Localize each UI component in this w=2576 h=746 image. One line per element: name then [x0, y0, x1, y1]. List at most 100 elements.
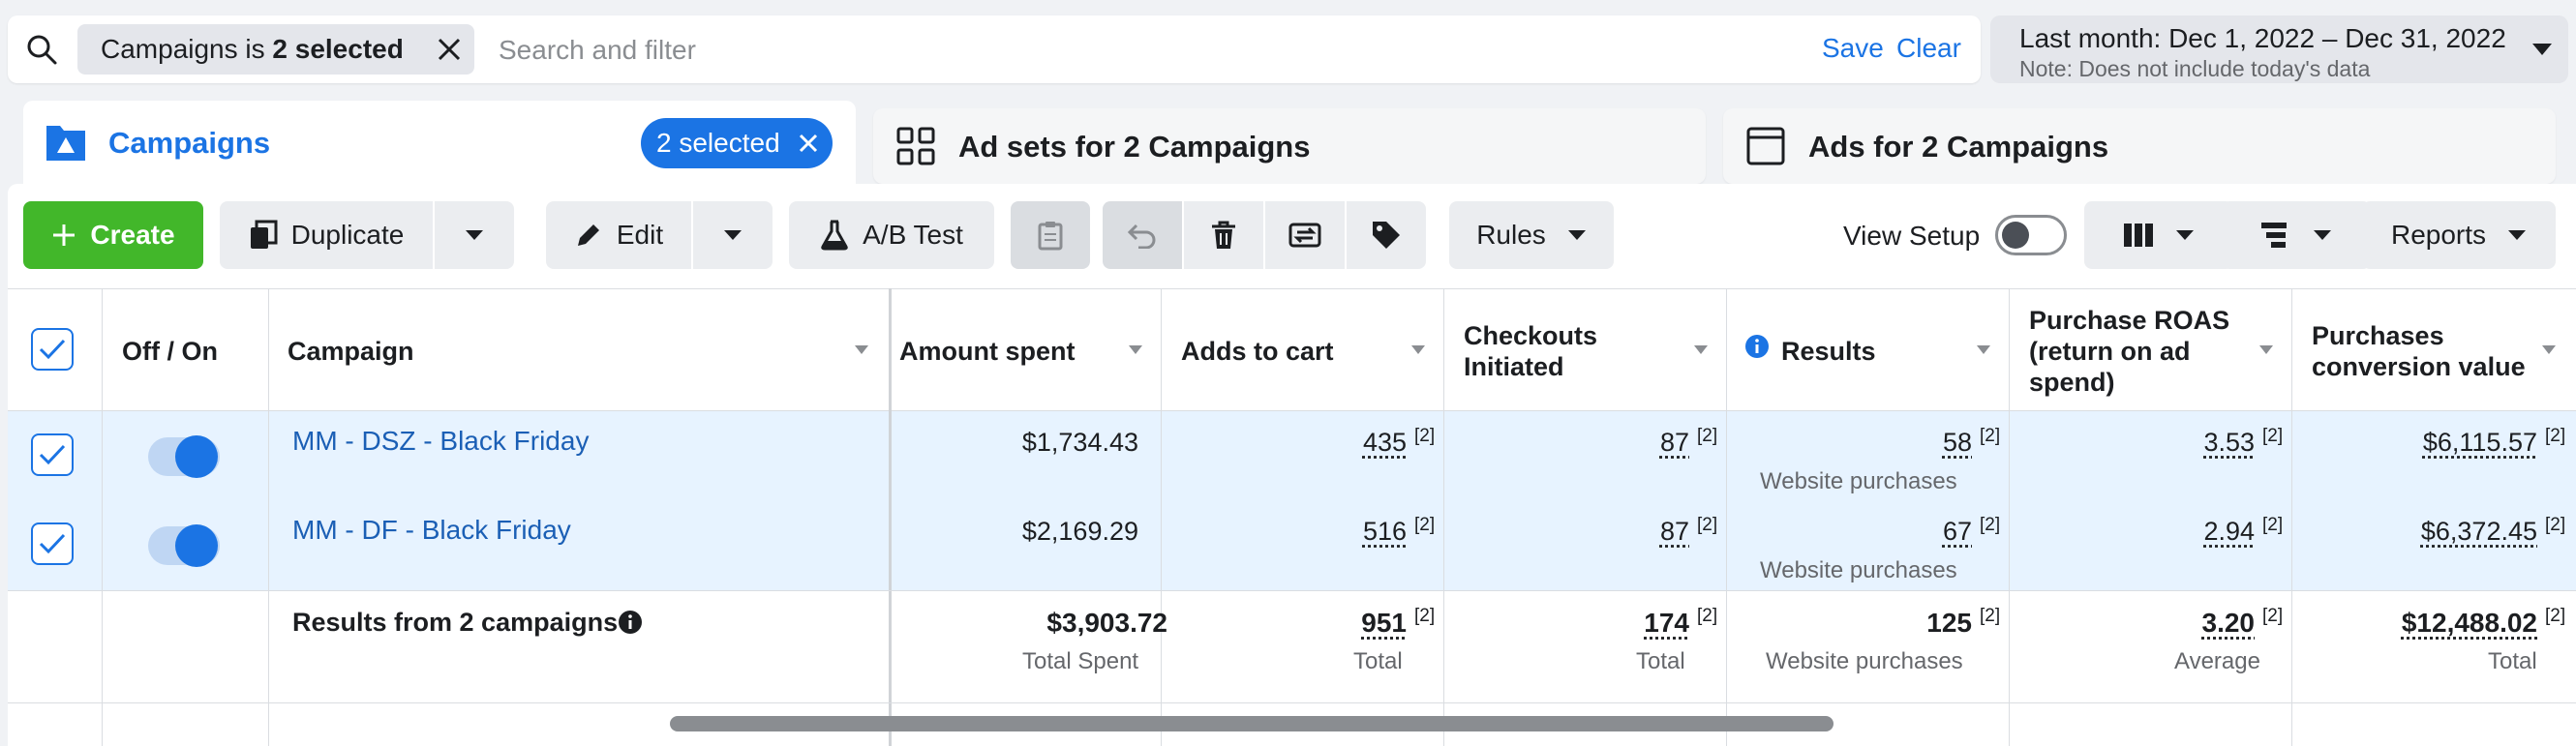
- column-header-purchases-conversion-value[interactable]: Purchases conversion value: [2312, 320, 2526, 382]
- column-header-line: Purchase ROAS: [2029, 306, 2230, 335]
- column-header-adds-to-cart[interactable]: Adds to cart: [1181, 337, 1334, 366]
- caret-down-icon: [2314, 230, 2331, 240]
- create-button[interactable]: Create: [23, 201, 203, 269]
- footnote-marker: [2]: [2262, 426, 2284, 446]
- ad-frame-icon: [1746, 127, 1785, 165]
- search-input[interactable]: [497, 27, 1759, 74]
- duplicate-dropdown-button[interactable]: [435, 201, 514, 269]
- checkmark-icon: [39, 444, 66, 465]
- sort-caret-icon[interactable]: [1411, 345, 1425, 354]
- tab-campaigns[interactable]: Campaigns 2 selected: [23, 101, 856, 184]
- tab-label: Ads for 2 Campaigns: [1808, 130, 2109, 164]
- campaign-on-off-toggle[interactable]: [148, 524, 220, 567]
- date-range-label: Last month: Dec 1, 2022 – Dec 31, 2022: [2019, 23, 2506, 53]
- columns-button[interactable]: [2084, 201, 2233, 269]
- close-icon[interactable]: [436, 36, 463, 63]
- total-purchase-roas: 3.20: [2201, 608, 2256, 638]
- sort-caret-icon[interactable]: [2542, 345, 2556, 354]
- rules-button[interactable]: Rules: [1449, 201, 1614, 269]
- footnote-marker: [2]: [1414, 515, 1436, 535]
- delete-button[interactable]: [1184, 201, 1263, 269]
- footnote-marker: [2]: [1414, 606, 1436, 626]
- info-icon[interactable]: [618, 610, 643, 635]
- reports-button-label: Reports: [2390, 220, 2487, 250]
- conversion-value: $6,372.45: [2420, 517, 2537, 546]
- edit-button[interactable]: Edit: [546, 201, 691, 269]
- totals-label: Results from 2 campaigns: [292, 608, 619, 637]
- transfer-icon: [1288, 223, 1321, 248]
- row-divider: [8, 702, 2576, 703]
- export-button[interactable]: [1265, 201, 1345, 269]
- total-adds-to-cart-sub: Total: [1353, 648, 1403, 674]
- select-all-checkbox[interactable]: [31, 328, 74, 371]
- sort-caret-icon[interactable]: [1694, 345, 1708, 354]
- column-header-campaign[interactable]: Campaign: [288, 337, 414, 366]
- column-header-amount-spent[interactable]: Amount spent: [899, 337, 1076, 366]
- column-header-line: (return on ad: [2029, 337, 2191, 366]
- sort-caret-icon[interactable]: [1129, 345, 1142, 354]
- row-checkbox[interactable]: [31, 522, 74, 565]
- total-adds-to-cart: 951: [1361, 608, 1407, 638]
- ab-test-button[interactable]: A/B Test: [789, 201, 994, 269]
- total-checkouts: 174: [1644, 608, 1689, 638]
- column-divider: [102, 288, 103, 746]
- caret-down-icon: [2176, 230, 2194, 240]
- undo-button[interactable]: [1103, 201, 1182, 269]
- results-type: Website purchases: [1760, 468, 1957, 494]
- ab-test-button-label: A/B Test: [863, 220, 963, 250]
- edit-dropdown-button[interactable]: [693, 201, 773, 269]
- adds-to-cart-value: 516: [1362, 517, 1407, 546]
- edit-button-label: Edit: [616, 220, 664, 250]
- search-icon[interactable]: [25, 33, 58, 66]
- column-header-off-on: Off / On: [122, 337, 218, 366]
- plus-icon: [53, 224, 76, 246]
- caret-down-icon: [2532, 44, 2552, 55]
- pencil-icon: [577, 224, 599, 246]
- campaign-on-off-toggle[interactable]: [148, 435, 220, 478]
- footnote-marker: [2]: [2262, 515, 2284, 535]
- tab-ads[interactable]: Ads for 2 Campaigns: [1723, 108, 2556, 184]
- tab-ad-sets[interactable]: Ad sets for 2 Campaigns: [873, 108, 1706, 184]
- info-icon[interactable]: [1744, 334, 1770, 359]
- selected-badge-label: 2 selected: [656, 128, 780, 158]
- column-divider: [1161, 288, 1162, 746]
- checkmark-icon: [39, 339, 66, 360]
- checkouts-value: 87: [1659, 517, 1689, 546]
- column-header-purchase-roas[interactable]: Purchase ROAS (return on ad spend): [2029, 305, 2229, 398]
- filter-chip-campaigns[interactable]: Campaigns is 2 selected: [77, 24, 474, 75]
- footnote-marker: [2]: [2262, 606, 2284, 626]
- tab-label: Campaigns: [108, 126, 271, 160]
- close-icon[interactable]: [798, 133, 819, 154]
- tag-icon: [1373, 222, 1400, 249]
- duplicate-button-label: Duplicate: [290, 220, 405, 250]
- date-range-note: Note: Does not include today's data: [2019, 56, 2371, 81]
- tag-button[interactable]: [1347, 201, 1426, 269]
- sort-caret-icon[interactable]: [1977, 345, 1990, 354]
- reports-button[interactable]: Reports: [2362, 201, 2556, 269]
- results-type: Website purchases: [1760, 557, 1957, 583]
- footnote-marker: [2]: [2545, 606, 2566, 626]
- row-checkbox[interactable]: [31, 433, 74, 476]
- footnote-marker: [2]: [1980, 426, 2001, 446]
- row-divider: [8, 590, 2576, 591]
- breakdown-button[interactable]: [2222, 201, 2371, 269]
- column-header-results[interactable]: Results: [1781, 337, 1876, 366]
- column-divider: [1726, 288, 1727, 746]
- sort-caret-icon[interactable]: [855, 345, 868, 354]
- column-header-checkouts[interactable]: Checkouts Initiated: [1464, 320, 1597, 382]
- horizontal-scrollbar[interactable]: [670, 716, 1834, 731]
- sort-caret-icon[interactable]: [2259, 345, 2273, 354]
- create-button-label: Create: [90, 220, 175, 250]
- total-checkouts-sub: Total: [1636, 648, 1685, 674]
- view-setup-toggle[interactable]: [1995, 215, 2067, 255]
- campaign-name-link[interactable]: MM - DF - Black Friday: [292, 515, 571, 545]
- save-filter-button[interactable]: Save: [1822, 33, 1884, 63]
- footnote-marker: [2]: [1697, 426, 1718, 446]
- campaign-name-link[interactable]: MM - DSZ - Black Friday: [292, 426, 590, 456]
- duplicate-button[interactable]: Duplicate: [220, 201, 433, 269]
- selected-badge[interactable]: 2 selected: [641, 118, 833, 168]
- date-range-picker[interactable]: Last month: Dec 1, 2022 – Dec 31, 2022 N…: [1990, 15, 2568, 83]
- paste-button[interactable]: [1011, 201, 1090, 269]
- column-divider: [1443, 288, 1444, 746]
- clear-filter-button[interactable]: Clear: [1896, 33, 1961, 63]
